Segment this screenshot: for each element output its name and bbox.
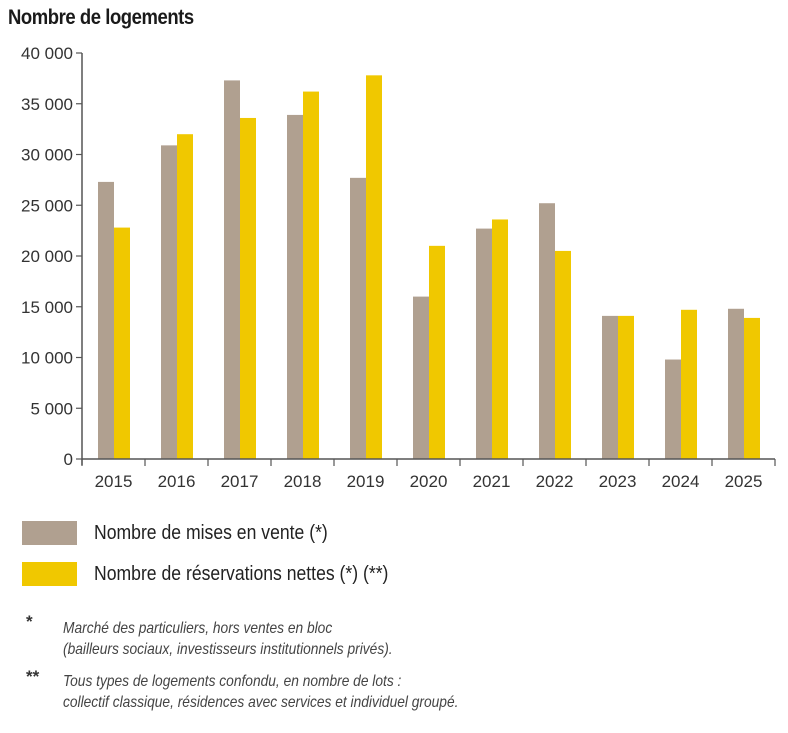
y-tick-label: 25 000 <box>21 196 73 215</box>
legend-swatch-taupe <box>22 521 77 545</box>
bar-2017-series-2 <box>240 117 256 460</box>
legend-swatch-yellow <box>22 562 77 586</box>
x-tick-label: 2018 <box>284 472 322 491</box>
bar-2015-series-1 <box>98 181 114 459</box>
y-tick-label: 15 000 <box>21 298 73 317</box>
footnote-line: (bailleurs sociaux, investisseurs instit… <box>63 641 393 658</box>
x-tick-label: 2020 <box>410 472 448 491</box>
legend-label: Nombre de mises en vente (*) <box>94 521 328 544</box>
x-tick-label: 2021 <box>473 472 511 491</box>
y-tick-label: 30 000 <box>21 146 73 165</box>
x-tick-label: 2016 <box>158 472 196 491</box>
x-tick-label: 2017 <box>221 472 259 491</box>
bar-2017-series-1 <box>224 80 240 459</box>
bar-2016-series-2 <box>177 134 193 459</box>
footnote-2: Tous types de logements confondu, en nom… <box>63 671 458 713</box>
x-tick-label: 2019 <box>347 472 385 491</box>
x-tick-label: 2022 <box>536 472 574 491</box>
legend-item-mises-en-vente: Nombre de mises en vente (*) <box>22 521 360 545</box>
bar-2025-series-2 <box>744 317 760 459</box>
chart-title: Nombre de logements <box>8 6 194 29</box>
footnote-line: Marché des particuliers, hors ventes en … <box>63 620 333 637</box>
bar-2024-series-2 <box>681 309 697 459</box>
footnote-mark: * <box>26 612 33 631</box>
bar-2019-series-1 <box>350 177 366 459</box>
footnote-line: Tous types de logements confondu, en nom… <box>63 673 402 690</box>
bar-2025-series-1 <box>728 308 744 459</box>
y-tick-label: 10 000 <box>21 349 73 368</box>
bar-2016-series-1 <box>161 145 177 460</box>
x-tick-label: 2025 <box>725 472 763 491</box>
x-tick-label: 2023 <box>599 472 637 491</box>
bar-2015-series-2 <box>114 227 130 459</box>
y-tick-label: 35 000 <box>21 95 73 114</box>
y-tick-label: 20 000 <box>21 247 73 266</box>
x-tick-label: 2015 <box>95 472 133 491</box>
y-tick-label: 40 000 <box>21 44 73 63</box>
footnote-mark: ** <box>26 667 40 686</box>
y-tick-label: 5 000 <box>30 399 73 418</box>
footnote-line: collectif classique, résidences avec ser… <box>63 694 459 711</box>
bar-2019-series-2 <box>366 75 382 459</box>
bar-2024-series-1 <box>665 359 681 459</box>
bar-2022-series-1 <box>539 203 555 459</box>
bar-2020-series-1 <box>413 296 429 459</box>
bar-2020-series-2 <box>429 245 445 459</box>
bar-2018-series-2 <box>303 91 319 459</box>
bar-2021-series-2 <box>492 219 508 459</box>
bar-2023-series-1 <box>602 315 618 459</box>
legend-label: Nombre de réservations nettes (*) (**) <box>94 562 389 585</box>
legend-item-reservations: Nombre de réservations nettes (*) (**) <box>22 562 429 586</box>
y-tick-label: 0 <box>64 450 73 469</box>
bar-2022-series-2 <box>555 250 571 459</box>
footnote-1: Marché des particuliers, hors ventes en … <box>63 618 393 660</box>
x-tick-label: 2024 <box>662 472 700 491</box>
bar-2018-series-1 <box>287 114 303 459</box>
bar-2021-series-1 <box>476 228 492 459</box>
bar-2023-series-2 <box>618 315 634 459</box>
